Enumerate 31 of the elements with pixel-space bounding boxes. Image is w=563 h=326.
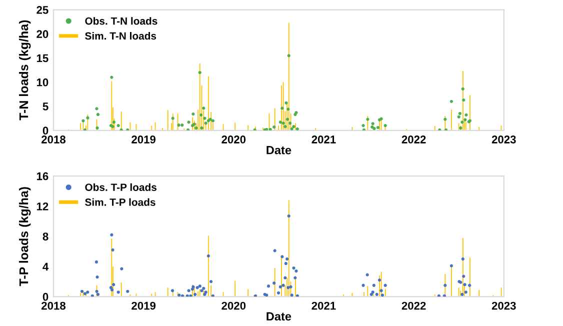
y-tick-label: 0 (42, 292, 48, 301)
x-axis-title: Date (266, 146, 292, 154)
y-tick-label: 25 (36, 6, 48, 14)
x-tick-label: 2021 (312, 302, 336, 310)
x-tick-label: 2023 (492, 302, 516, 310)
legend-label: Obs. T-N loads (85, 17, 158, 25)
legend-label: Obs. T-P loads (85, 183, 156, 191)
x-tick-label: 2021 (312, 136, 336, 144)
y-tick-label: 20 (36, 30, 48, 38)
x-tick-label: 2018 (42, 302, 66, 310)
x-axis-title: Date (266, 312, 292, 321)
x-tick-label: 2023 (492, 136, 516, 144)
x-tick-label: 2018 (42, 136, 66, 144)
x-tick-label: 2020 (222, 136, 246, 144)
y-tick-label: 0 (42, 126, 48, 135)
y-axis-title: T-P loads (kg/ha) (19, 187, 31, 286)
legend-label: Sim. T-N loads (85, 32, 156, 40)
x-tick-label: 2019 (132, 136, 156, 144)
y-tick-label: 4 (42, 262, 49, 271)
x-tick-label: 2022 (402, 302, 426, 310)
y-tick-label: 15 (36, 54, 48, 62)
x-tick-label: 2019 (132, 302, 156, 310)
y-tick-label: 16 (36, 172, 48, 180)
y-tick-label: 5 (42, 102, 48, 110)
y-tick-label: 10 (36, 78, 48, 86)
x-tick-label: 2020 (222, 302, 246, 310)
y-tick-label: 12 (36, 202, 48, 210)
legend-label: Sim. T-P loads (85, 198, 156, 206)
y-tick-label: 8 (42, 232, 48, 240)
y-axis-title: T-N loads (kg/ha) (19, 20, 31, 120)
x-tick-label: 2022 (402, 136, 426, 144)
